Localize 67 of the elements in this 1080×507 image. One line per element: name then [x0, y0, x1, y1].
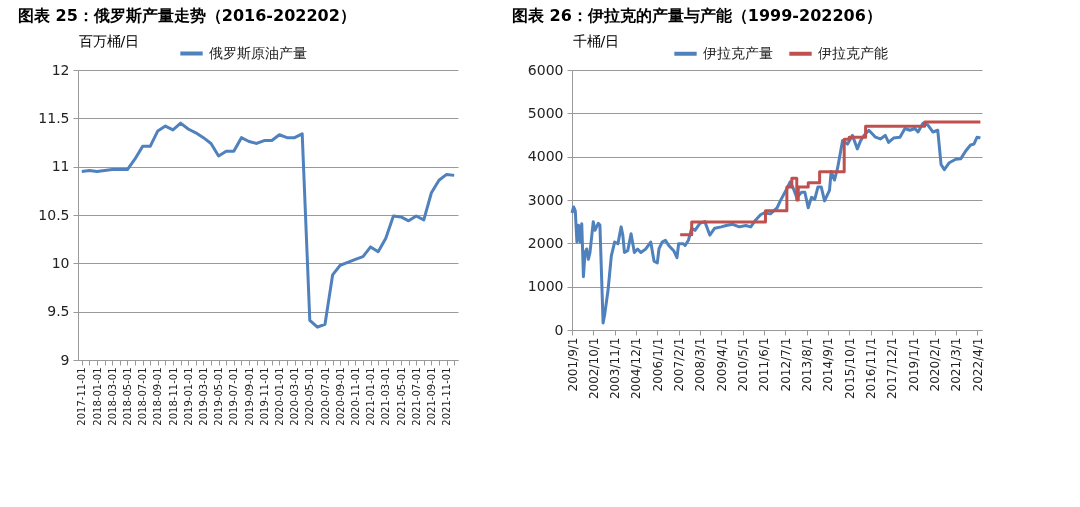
x-tick-label: 2022/4/1: [970, 337, 985, 392]
y-tick-label: 3000: [527, 191, 564, 208]
x-tick-label: 2021-07-01: [410, 367, 422, 426]
x-tick-label: 2020-09-01: [334, 367, 346, 426]
x-tick-label: 2007/2/1: [672, 337, 687, 392]
x-tick-label: 2020-03-01: [289, 367, 301, 426]
y-tick-label: 0: [554, 321, 564, 338]
x-tick-label: 2021-01-01: [365, 367, 377, 426]
x-tick-label: 2017/12/1: [885, 337, 900, 400]
y-axis-title: 百万桶/日: [78, 32, 140, 49]
x-tick-label: 2008/3/1: [693, 337, 708, 392]
y-tick-label: 10: [51, 254, 70, 271]
x-tick-label: 2018-05-01: [121, 367, 133, 426]
x-tick-label: 2021/3/1: [949, 337, 964, 392]
x-tick-label: 2009/4/1: [714, 337, 729, 392]
x-tick-label: 2004/12/1: [629, 337, 644, 400]
x-tick-label: 2018-09-01: [152, 367, 164, 426]
y-tick-label: 4000: [527, 148, 564, 165]
y-tick-label: 11.5: [38, 109, 70, 126]
x-tick-label: 2018-07-01: [137, 367, 149, 426]
x-tick-label: 2014/9/1: [821, 337, 836, 392]
x-tick-label: 2016/11/1: [864, 337, 879, 400]
x-tick-label: 2019-05-01: [213, 367, 225, 426]
y-tick-label: 10.5: [38, 206, 70, 223]
x-tick-label: 2021-11-01: [441, 367, 453, 426]
x-tick-label: 2019-09-01: [243, 367, 255, 426]
x-tick-label: 2015/10/1: [842, 337, 857, 400]
x-tick-label: 2013/8/1: [800, 337, 815, 392]
x-tick-label: 2020-11-01: [349, 367, 361, 426]
line-series: [570, 121, 982, 325]
x-tick-label: 2017-11-01: [76, 367, 88, 426]
x-tick-label: 2006/1/1: [650, 337, 665, 392]
y-tick-label: 5000: [527, 104, 564, 121]
y-tick-label: 1000: [527, 278, 564, 295]
chart-title: 图表 25：俄罗斯产量走势（2016-202202）: [18, 6, 356, 25]
x-tick-label: 2010/5/1: [736, 337, 751, 392]
y-tick-label: 9.5: [47, 303, 70, 320]
chart-title: 图表 26：伊拉克的产量与产能（1999-202206）: [512, 6, 882, 25]
y-axis-title: 千桶/日: [572, 32, 620, 49]
x-tick-label: 2020-07-01: [319, 367, 331, 426]
x-tick-label: 2021-09-01: [425, 367, 437, 426]
x-tick-label: 2019-01-01: [182, 367, 194, 426]
x-tick-label: 2019-07-01: [228, 367, 240, 426]
legend-label: 俄罗斯原油产量: [209, 44, 307, 61]
x-tick-label: 2021-03-01: [380, 367, 392, 426]
x-tick-label: 2012/7/1: [778, 337, 793, 392]
y-tick-label: 11: [51, 158, 70, 175]
x-tick-label: 2018-01-01: [91, 367, 103, 426]
x-tick-label: 2001/9/1: [565, 337, 580, 392]
y-tick-label: 2000: [527, 234, 564, 251]
x-tick-label: 2020/2/1: [928, 337, 943, 392]
x-tick-label: 2011/6/1: [757, 337, 772, 392]
legend-label: 伊拉克产能: [818, 44, 888, 61]
x-tick-label: 2021-05-01: [395, 367, 407, 426]
x-tick-label: 2002/10/1: [586, 337, 601, 400]
y-tick-label: 9: [60, 351, 70, 368]
x-tick-label: 2020-05-01: [304, 367, 316, 426]
x-tick-label: 2019/1/1: [906, 337, 921, 392]
x-tick-label: 2018-11-01: [167, 367, 179, 426]
y-tick-label: 6000: [527, 61, 564, 78]
y-tick-label: 12: [51, 61, 70, 78]
legend-label: 伊拉克产量: [703, 44, 773, 61]
x-tick-label: 2019-03-01: [197, 367, 209, 426]
x-tick-label: 2003/11/1: [608, 337, 623, 400]
x-tick-label: 2018-03-01: [106, 367, 118, 426]
x-tick-label: 2019-11-01: [258, 367, 270, 426]
x-tick-label: 2020-01-01: [273, 367, 285, 426]
